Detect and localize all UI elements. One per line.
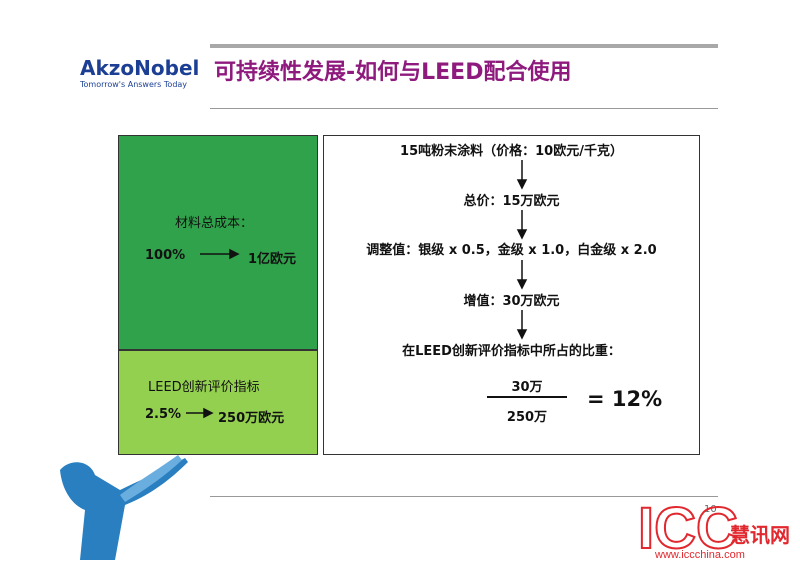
leed-from: 2.5% — [145, 407, 182, 422]
cost-to: 1亿欧元 — [248, 252, 297, 267]
cost-from: 100% — [145, 248, 186, 263]
denominator: 250万 — [506, 410, 548, 425]
leed-label: LEED创新评价指标 — [148, 380, 260, 395]
page-number: 10 — [704, 504, 717, 515]
calc-box — [323, 135, 700, 455]
top-rule — [210, 44, 718, 48]
figure-arm — [120, 455, 182, 502]
step: 调整值：银级 x 0.5，金级 x 1.0，白金级 x 2.0 — [366, 243, 657, 258]
cost-box — [118, 135, 318, 350]
result: = 12% — [587, 387, 663, 411]
numerator: 30万 — [511, 380, 543, 395]
fraction-bar — [487, 396, 567, 398]
cost-label: 材料总成本： — [175, 216, 254, 231]
leed-to: 250万欧元 — [218, 411, 285, 426]
watermark-url: www.iccchina.com — [654, 549, 745, 561]
step: 在LEED创新评价指标中所占的比重： — [402, 344, 621, 359]
leed-box — [118, 350, 318, 455]
step: 15吨粉末涂料（价格：10欧元/千克） — [400, 144, 623, 159]
arrows — [186, 160, 528, 419]
bottom-rule — [210, 496, 718, 497]
watermark-brand-cn: 慧讯网 — [730, 523, 790, 547]
title-rule — [210, 108, 718, 109]
logo-tagline: Tomorrow's Answers Today — [80, 80, 188, 89]
title: 可持续性发展-如何与LEED配合使用 — [214, 60, 572, 85]
step: 总价：15万欧元 — [463, 194, 560, 209]
watermark-brand: ICC — [638, 496, 738, 561]
figure-icon — [60, 458, 188, 560]
logo-name: AkzoNobel — [80, 56, 200, 80]
step: 增值：30万欧元 — [463, 294, 560, 309]
